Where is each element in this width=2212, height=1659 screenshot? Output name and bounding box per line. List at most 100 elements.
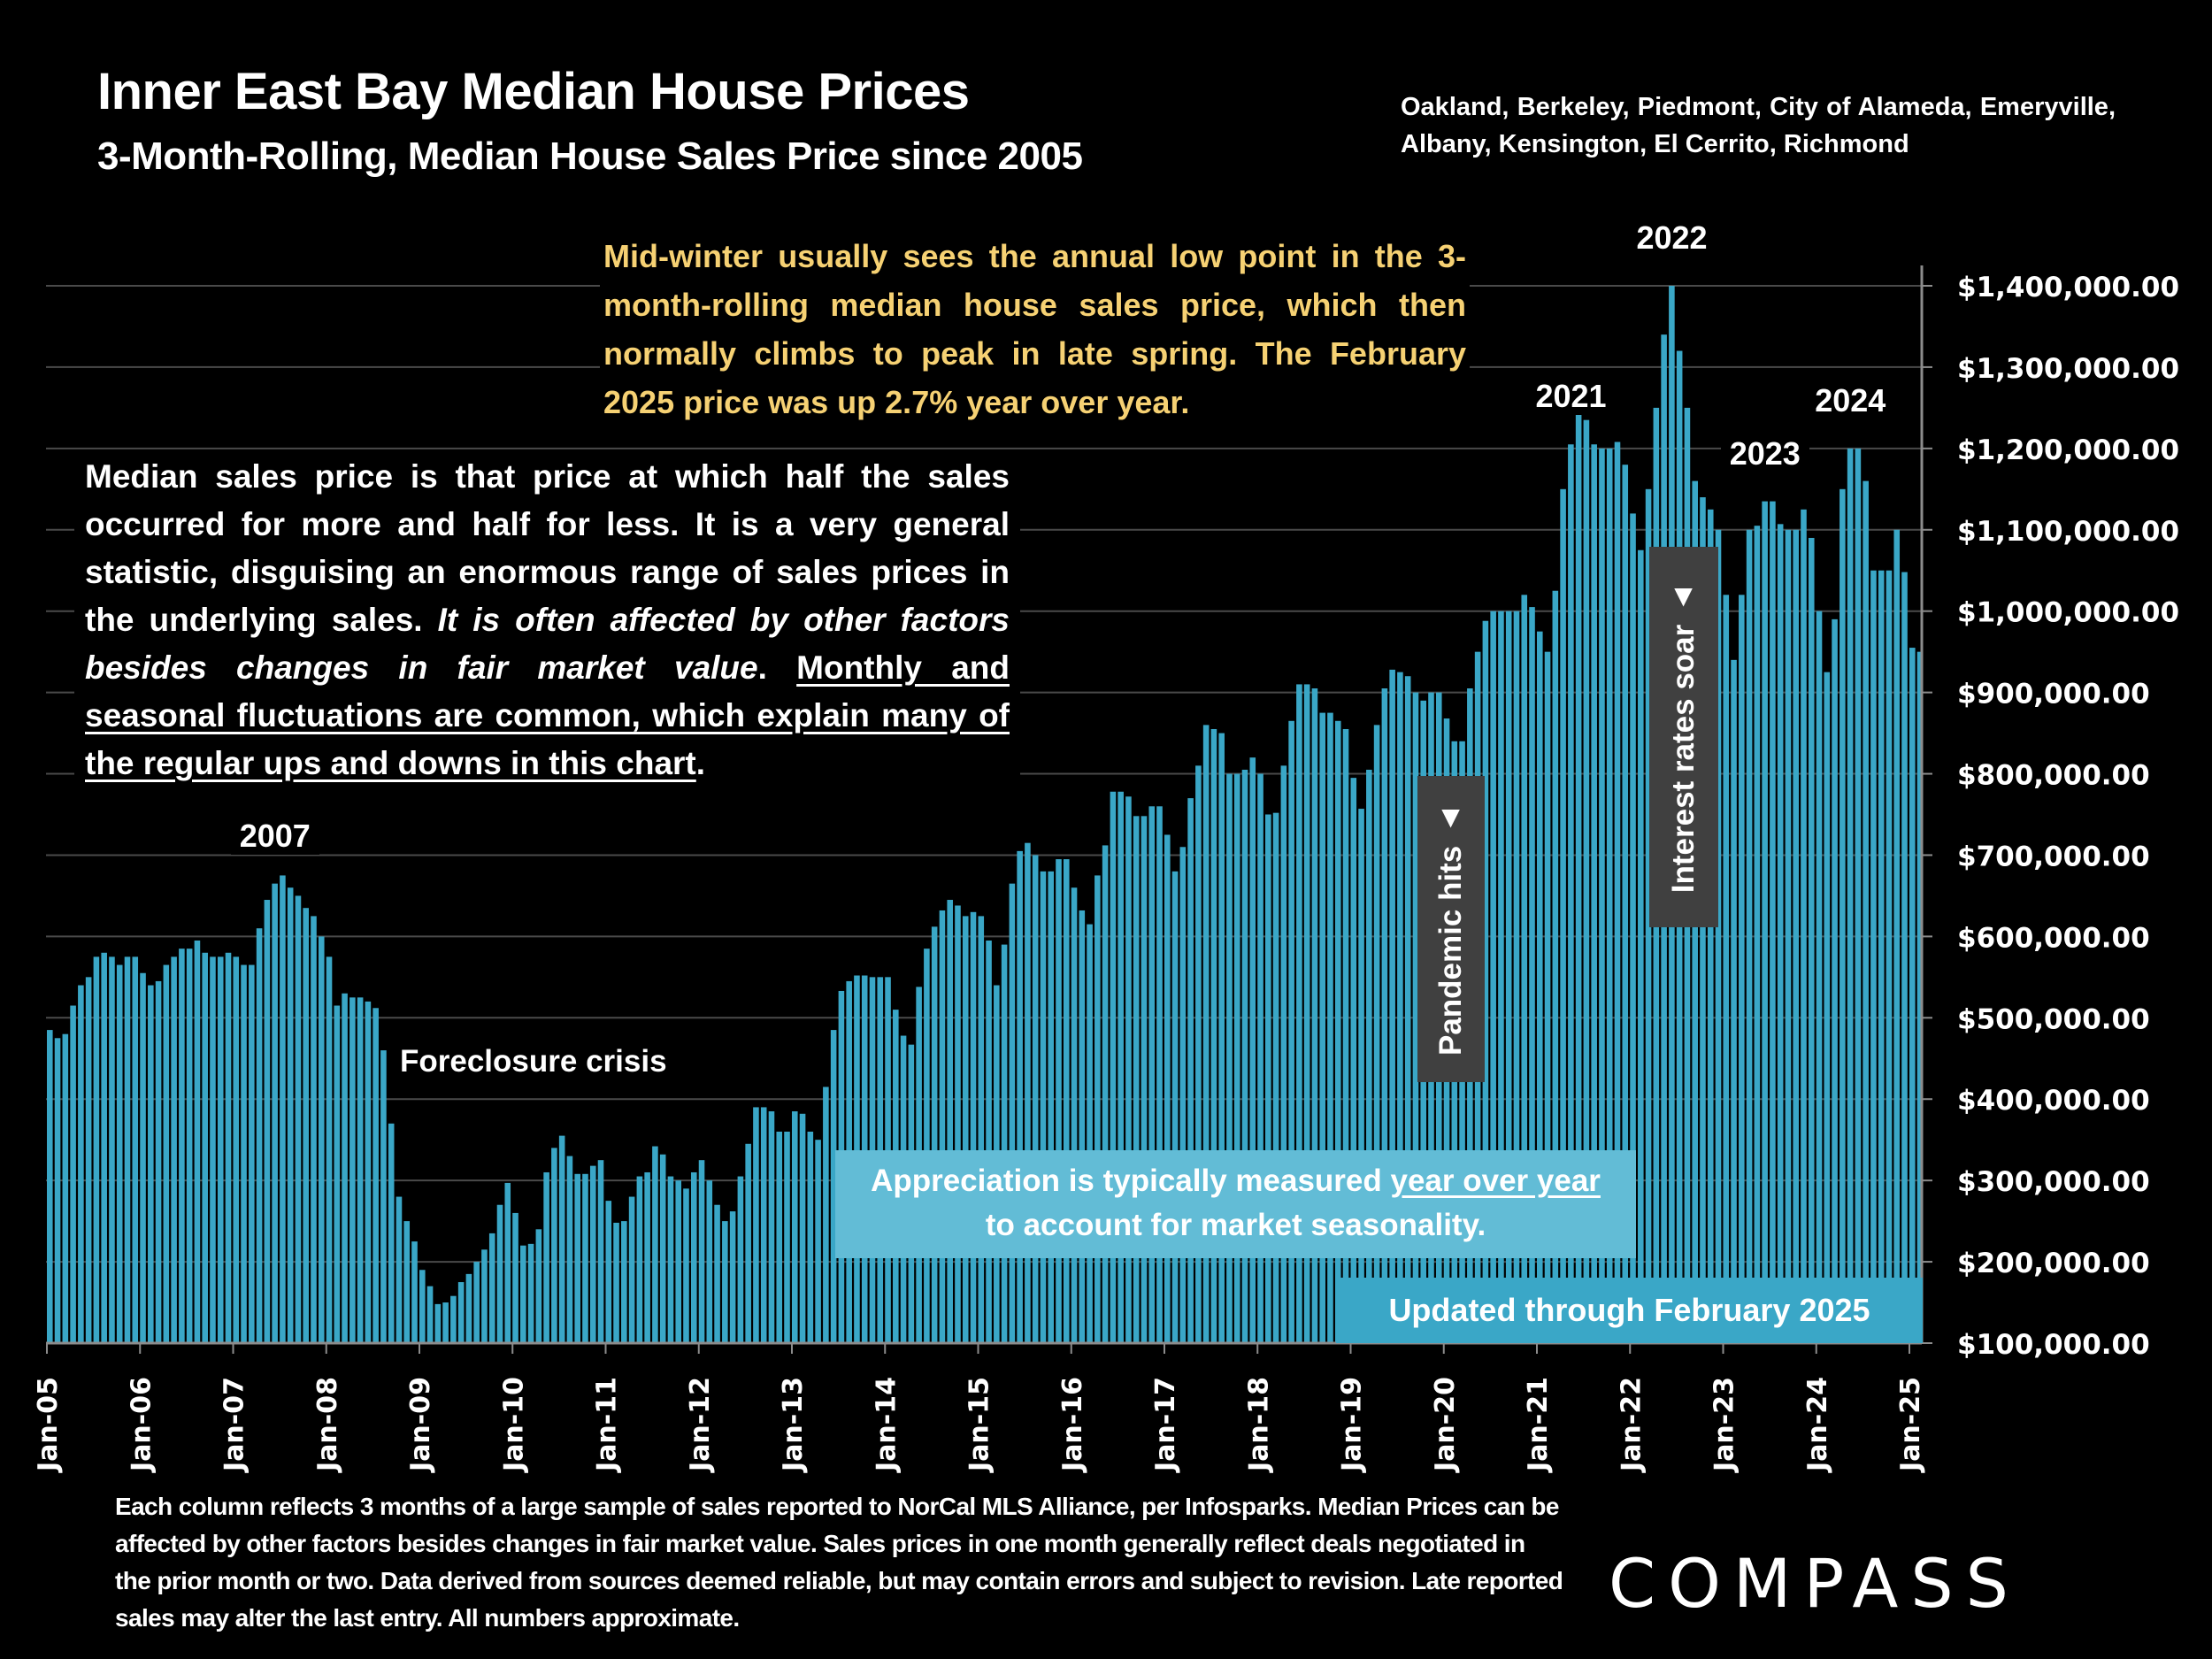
bar bbox=[1001, 944, 1008, 1343]
bar bbox=[644, 1171, 650, 1343]
bar bbox=[62, 1033, 69, 1343]
bar bbox=[1164, 834, 1171, 1343]
bar bbox=[93, 956, 100, 1343]
bar bbox=[1094, 875, 1101, 1343]
bar bbox=[1265, 814, 1271, 1343]
bar bbox=[1630, 513, 1636, 1343]
appreciation-line-1: Appreciation is typically measured year … bbox=[835, 1159, 1636, 1203]
bar bbox=[1832, 618, 1838, 1343]
median-note-period: . bbox=[757, 649, 797, 686]
bar bbox=[47, 1030, 53, 1343]
y-tick-label: $100,000.00 bbox=[1957, 1329, 2150, 1361]
bar bbox=[1381, 688, 1388, 1343]
bar bbox=[1141, 816, 1148, 1343]
bar bbox=[1521, 595, 1528, 1343]
x-tick-label: Jan-07 bbox=[219, 1377, 250, 1473]
bar bbox=[1009, 883, 1016, 1343]
bar bbox=[652, 1146, 658, 1343]
foreclosure-crisis-label: Foreclosure crisis bbox=[391, 1044, 676, 1079]
bar bbox=[1591, 444, 1597, 1343]
y-tick-label: $400,000.00 bbox=[1957, 1085, 2150, 1117]
bar bbox=[1179, 847, 1187, 1343]
bar bbox=[70, 1005, 76, 1343]
bar bbox=[124, 956, 131, 1343]
bar bbox=[78, 985, 84, 1343]
bar bbox=[1870, 570, 1877, 1343]
arrow-right-icon: ▲ bbox=[1433, 802, 1468, 837]
bar bbox=[140, 972, 146, 1343]
appreciation-note-box: Appreciation is typically measured year … bbox=[835, 1150, 1636, 1258]
bar bbox=[1133, 816, 1140, 1343]
y-tick-label: $700,000.00 bbox=[1957, 841, 2150, 872]
bar bbox=[287, 887, 294, 1343]
x-tick-label: Jan-12 bbox=[685, 1377, 716, 1473]
bar bbox=[334, 1005, 341, 1343]
bar bbox=[1017, 850, 1023, 1343]
bar bbox=[1195, 765, 1202, 1343]
x-tick-label: Jan-18 bbox=[1243, 1377, 1274, 1473]
bar bbox=[280, 875, 286, 1343]
y-tick-label: $300,000.00 bbox=[1957, 1166, 2150, 1198]
bar bbox=[1560, 488, 1566, 1343]
y-tick-label: $900,000.00 bbox=[1957, 679, 2150, 710]
y-tick-label: $1,000,000.00 bbox=[1957, 597, 2179, 629]
bar bbox=[924, 949, 930, 1343]
bar bbox=[1498, 611, 1504, 1343]
bar bbox=[1614, 442, 1621, 1343]
bar bbox=[659, 1154, 666, 1343]
bar bbox=[939, 910, 946, 1343]
bar bbox=[815, 1140, 821, 1343]
bar bbox=[148, 985, 154, 1343]
year-label-2021: 2021 bbox=[1526, 378, 1616, 416]
bar bbox=[1404, 676, 1411, 1343]
bar bbox=[1280, 765, 1287, 1343]
median-note-italic: It is often affected by other factors be… bbox=[85, 602, 1010, 686]
bar bbox=[1241, 769, 1248, 1343]
median-note-end: . bbox=[695, 745, 706, 781]
bar bbox=[434, 1303, 442, 1343]
x-tick-label: Jan-21 bbox=[1523, 1377, 1554, 1473]
bar bbox=[1218, 733, 1225, 1343]
bar bbox=[621, 1221, 627, 1343]
bar bbox=[241, 964, 247, 1343]
y-tick-label: $200,000.00 bbox=[1957, 1248, 2150, 1279]
bar bbox=[605, 1201, 612, 1343]
bar bbox=[109, 956, 115, 1343]
x-tick-label: Jan-23 bbox=[1709, 1377, 1740, 1473]
bar bbox=[396, 1196, 403, 1343]
bar bbox=[792, 1111, 798, 1343]
bar bbox=[1350, 778, 1357, 1343]
x-tick-label: Jan-08 bbox=[312, 1377, 343, 1473]
x-tick-label: Jan-16 bbox=[1057, 1377, 1088, 1473]
bar bbox=[722, 1221, 728, 1343]
bar bbox=[194, 940, 201, 1343]
bar bbox=[1785, 529, 1792, 1343]
bar bbox=[1909, 648, 1916, 1343]
bar bbox=[1334, 720, 1341, 1343]
x-tick-label: Jan-11 bbox=[592, 1377, 623, 1473]
bar bbox=[481, 1249, 488, 1343]
bar bbox=[179, 949, 185, 1343]
bar bbox=[249, 964, 255, 1343]
footnote: Each column reflects 3 months of a large… bbox=[115, 1493, 1563, 1632]
bar bbox=[675, 1180, 682, 1343]
bar bbox=[101, 952, 107, 1343]
bar bbox=[830, 1030, 837, 1343]
bar bbox=[512, 1212, 518, 1343]
bar bbox=[1040, 871, 1047, 1343]
bar bbox=[558, 1135, 565, 1343]
bar bbox=[264, 900, 271, 1343]
bar bbox=[947, 900, 953, 1343]
median-definition-note: Median sales price is that price at whic… bbox=[74, 453, 1020, 793]
bar bbox=[1063, 859, 1070, 1343]
bar bbox=[473, 1262, 480, 1343]
bar bbox=[628, 1196, 635, 1343]
bar bbox=[1770, 501, 1776, 1343]
bar bbox=[326, 956, 333, 1343]
bar bbox=[784, 1132, 790, 1343]
x-tick-label: Jan-05 bbox=[33, 1377, 64, 1473]
bar bbox=[1358, 809, 1364, 1343]
y-tick-label: $1,100,000.00 bbox=[1957, 516, 2179, 548]
x-tick-label: Jan-06 bbox=[126, 1377, 157, 1473]
bar bbox=[85, 977, 92, 1343]
